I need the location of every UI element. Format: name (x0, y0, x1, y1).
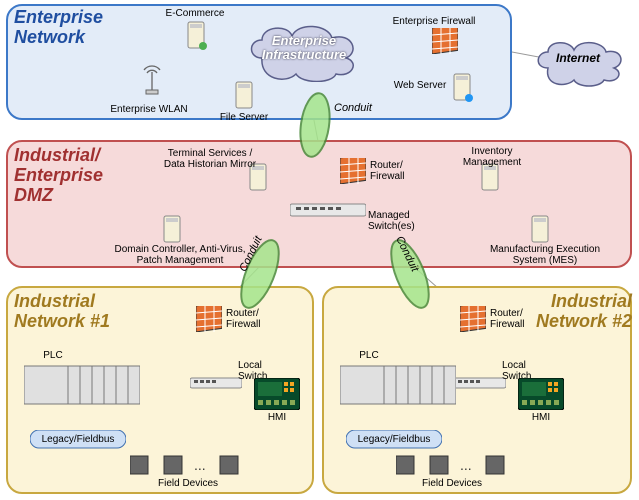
hmi-ind1-icon (254, 378, 300, 410)
label-domain: Domain Controller, Anti-Virus,Patch Mana… (100, 244, 260, 266)
cloud-label-internet: Internet (552, 52, 604, 65)
plc-ind1-icon (24, 358, 140, 406)
cloud-label-enterprise: EnterpriseInfrastructure (258, 34, 350, 63)
wlan-ap-icon (138, 60, 166, 96)
server-domain-icon (162, 214, 186, 244)
firewall-ind1-icon (196, 306, 222, 332)
switch-ind1-icon (190, 376, 242, 390)
label-term-hist: Terminal Services /Data Historian Mirror (150, 148, 270, 170)
hmi-ind2-icon (518, 378, 564, 410)
label-wlan: Enterprise WLAN (104, 104, 194, 115)
svg-text:...: ... (194, 457, 206, 473)
label-web-server: Web Server (390, 80, 450, 91)
label-inv-mgmt: InventoryManagement (452, 146, 532, 168)
label-ecommerce: E-Commerce (160, 8, 230, 19)
label-plc-ind2: PLC (354, 350, 384, 361)
label-hmi-ind1: HMI (262, 412, 292, 423)
fd-ind1-icon: ... (130, 452, 240, 476)
label-legacy-ind1: Legacy/Fieldbus (38, 434, 118, 445)
label-router-fw-ind2: Router/Firewall (490, 308, 534, 330)
label-router-fw-ind1: Router/Firewall (226, 308, 270, 330)
server-file-icon (234, 80, 258, 110)
server-ecommerce-icon (186, 20, 210, 50)
label-legacy-ind2: Legacy/Fieldbus (354, 434, 434, 445)
label-hmi-ind2: HMI (526, 412, 556, 423)
firewall-ind2-icon (460, 306, 486, 332)
label-fd-ind2: Field Devices (412, 478, 492, 489)
label-file-server: File Server (214, 112, 274, 123)
switch-ind2-icon (454, 376, 506, 390)
label-mes: Manufacturing ExecutionSystem (MES) (470, 244, 620, 266)
switch-dmz-icon (290, 200, 366, 218)
fd-ind2-icon: ... (396, 452, 506, 476)
server-web-icon (452, 72, 476, 102)
label-switch-dmz: ManagedSwitch(es) (368, 210, 424, 232)
conduit-label-ent: Conduit (334, 102, 372, 114)
label-plc-ind1: PLC (38, 350, 68, 361)
plc-ind2-icon (340, 358, 456, 406)
server-mes-icon (530, 214, 554, 244)
svg-text:...: ... (460, 457, 472, 473)
label-fd-ind1: Field Devices (148, 478, 228, 489)
zone-title-ind1: IndustrialNetwork #1 (14, 292, 110, 332)
zone-title-enterprise: EnterpriseNetwork (14, 8, 103, 48)
zone-title-ind2: IndustrialNetwork #2 (536, 292, 632, 332)
label-router-fw-dmz: Router/Firewall (370, 160, 414, 182)
firewall-dmz-icon (340, 158, 366, 184)
label-ent-firewall: Enterprise Firewall (386, 16, 482, 27)
firewall-enterprise-icon (432, 28, 458, 54)
zone-title-dmz: Industrial/EnterpriseDMZ (14, 146, 103, 205)
